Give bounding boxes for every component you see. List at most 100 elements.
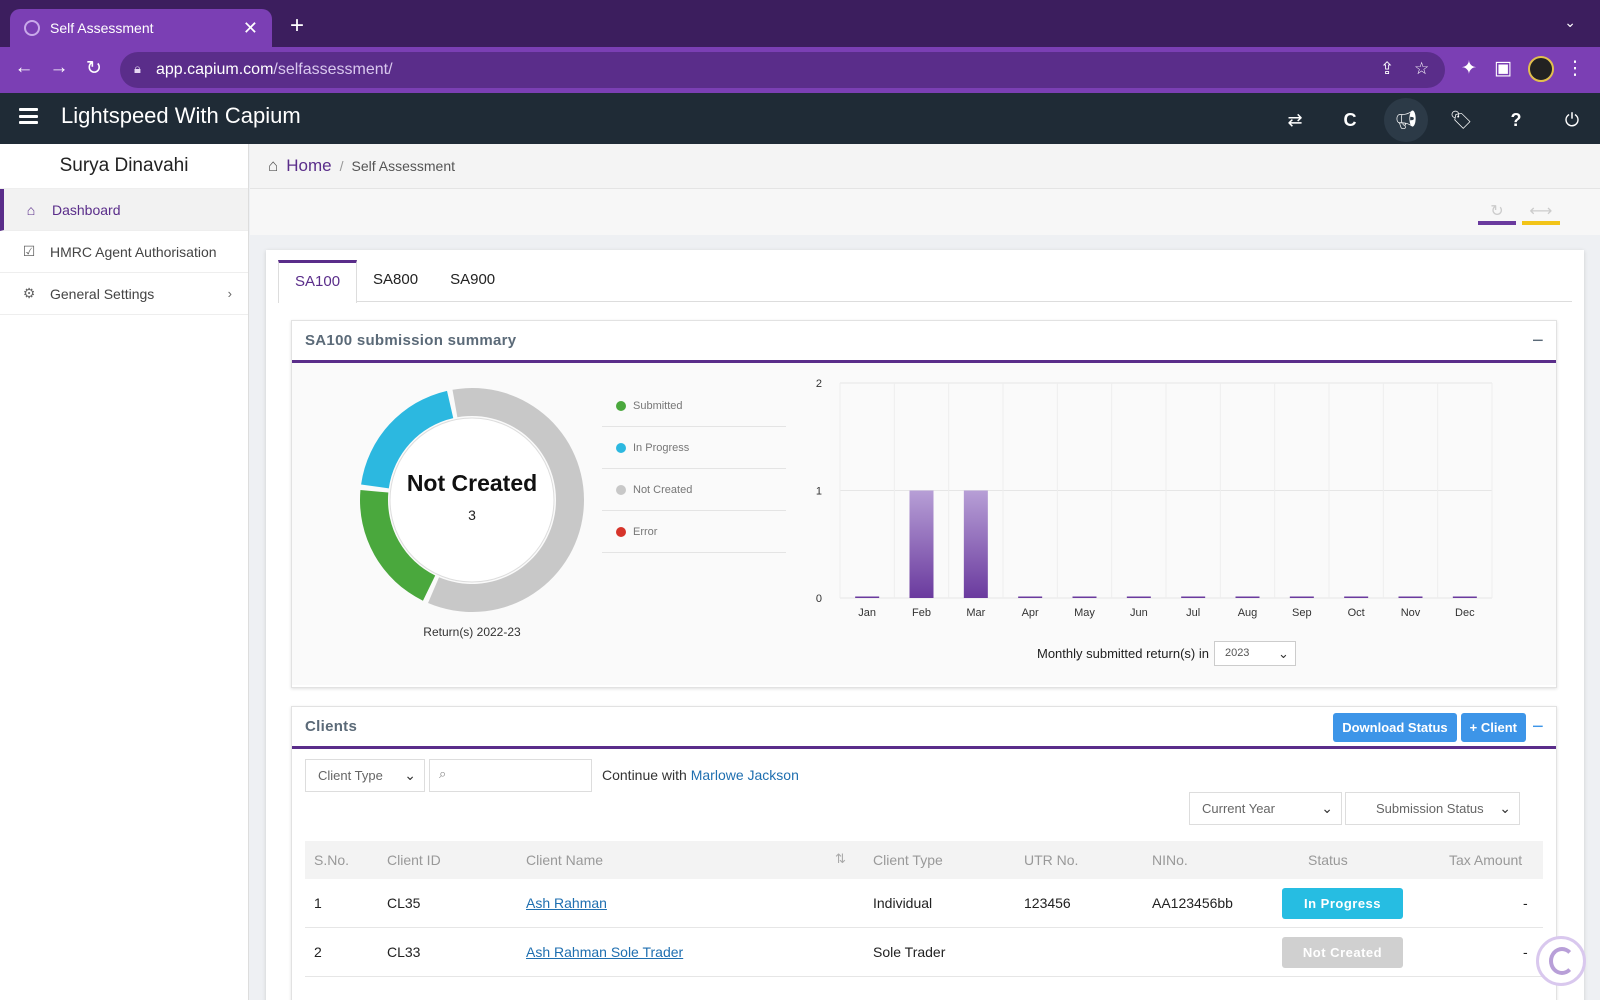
legend-item-error[interactable]: Error: [602, 511, 786, 553]
bar-dec: [1452, 596, 1477, 598]
browser-menu-icon[interactable]: ⋮: [1565, 58, 1585, 79]
y-tick-label: 1: [816, 486, 822, 498]
clients-card-title: Clients: [305, 718, 358, 735]
clients-body: Client Type ⌄ ⌕ Continue with Marlowe Ja…: [292, 749, 1556, 1000]
year-selector-label: Monthly submitted return(s) in: [1037, 646, 1209, 661]
add-client-button[interactable]: + Client: [1460, 713, 1526, 742]
continue-client-link[interactable]: Marlowe Jackson: [690, 767, 799, 783]
x-tick-label: Aug: [1238, 607, 1258, 619]
bar-jun: [1126, 596, 1151, 598]
bar-nov: [1398, 596, 1423, 598]
url-host: app.capium.com: [156, 61, 274, 78]
home-icon: ⌂: [26, 201, 36, 218]
submission-status-select[interactable]: Submission Status ⌄: [1345, 792, 1520, 825]
column-header-status: Status: [1308, 852, 1348, 868]
clients-card-header: Clients Download Status + Client −: [292, 707, 1556, 749]
tab-sa800[interactable]: SA800: [373, 271, 419, 288]
donut-hole: [389, 417, 555, 583]
legend-item-not-created[interactable]: Not Created: [602, 469, 786, 511]
sidebar-item-dashboard[interactable]: ⌂ Dashboard: [0, 189, 248, 231]
cell-tax-amount: -: [1523, 895, 1528, 911]
submission-status-value: Submission Status: [1376, 801, 1484, 816]
back-icon[interactable]: ←: [14, 57, 34, 78]
tab-list-chevron-icon[interactable]: ⌄: [1564, 14, 1576, 30]
capium-logo-icon[interactable]: C: [1343, 110, 1357, 130]
checkbox-icon: ☑: [22, 243, 36, 259]
donut-slice-in-progress: [361, 390, 454, 489]
y-tick-label: 0: [816, 593, 822, 605]
chart-legend: Submitted In Progress Not Created Error: [602, 385, 786, 553]
x-tick-label: Nov: [1401, 607, 1421, 619]
cell-client-name-link[interactable]: Ash Rahman: [526, 895, 607, 911]
table-row: 1 CL35 Ash Rahman Individual 123456 AA12…: [305, 879, 1543, 928]
year-select[interactable]: 2023 ⌄: [1213, 641, 1296, 666]
bar-may: [1072, 596, 1097, 598]
breadcrumb-separator: /: [339, 158, 344, 174]
table-row: 2 CL33 Ash Rahman Sole Trader Sole Trade…: [305, 928, 1543, 977]
column-header-client-name[interactable]: Client Name: [526, 852, 604, 868]
x-tick-label: Apr: [1022, 607, 1039, 619]
legend-dot: [616, 484, 626, 495]
client-search-input[interactable]: [429, 759, 592, 792]
cell-client-id: CL33: [387, 944, 421, 960]
tab-sa900[interactable]: SA900: [450, 271, 496, 288]
breadcrumb-home-link[interactable]: Home: [286, 156, 332, 175]
browser-toolbar: ← → ↻ 🔒︎ app.capium.com/selfassessment/ …: [0, 47, 1600, 93]
collapse-icon[interactable]: −: [1532, 716, 1544, 738]
collapse-icon[interactable]: −: [1532, 330, 1544, 352]
sidebar: Surya Dinavahi ⌂ Dashboard ☑ HMRC Agent …: [0, 144, 249, 1000]
refresh-icon[interactable]: ↻: [1478, 201, 1516, 225]
client-type-select[interactable]: Client Type ⌄: [305, 759, 425, 792]
switch-arrows-icon[interactable]: ⇄: [1287, 110, 1303, 130]
legend-item-submitted[interactable]: Submitted: [602, 385, 786, 427]
download-status-button[interactable]: Download Status: [1333, 713, 1457, 742]
expand-width-icon[interactable]: ⟷: [1522, 201, 1560, 225]
cell-client-name-link[interactable]: Ash Rahman Sole Trader: [526, 944, 684, 960]
sidebar-item-general-settings[interactable]: ⚙ General Settings ›: [0, 273, 248, 315]
cell-client-type: Sole Trader: [873, 944, 946, 960]
donut-center-label: Not Created: [406, 470, 538, 496]
new-tab-icon[interactable]: +: [290, 12, 305, 39]
sidebar-item-hmrc-agent-authorisation[interactable]: ☑ HMRC Agent Authorisation: [0, 231, 248, 273]
client-type-select-value: Client Type: [318, 768, 383, 783]
year-filter-select[interactable]: Current Year ⌄: [1189, 792, 1342, 825]
chat-support-bubble[interactable]: [1536, 936, 1586, 986]
reload-icon[interactable]: ↻: [86, 58, 102, 79]
url-path: /selfassessment/: [273, 61, 393, 78]
column-header-sno: S.No.: [314, 852, 350, 868]
year-select-value: 2023: [1224, 647, 1250, 659]
browser-tab[interactable]: Self Assessment ✕: [10, 9, 272, 47]
gears-icon: ⚙: [22, 285, 36, 301]
close-tab-icon[interactable]: ✕: [242, 18, 258, 38]
column-header-tax-amount: Tax Amount: [1449, 852, 1523, 868]
capium-favicon-icon: [24, 20, 40, 36]
legend-label: Error: [633, 525, 658, 538]
power-logout-icon[interactable]: ⏻: [1564, 110, 1580, 130]
bar-feb: [909, 490, 934, 598]
profile-avatar[interactable]: [1528, 56, 1554, 82]
status-badge[interactable]: Not Created: [1282, 937, 1403, 968]
x-tick-label: May: [1074, 607, 1095, 619]
announcement-megaphone-icon[interactable]: 📢︎: [1384, 98, 1428, 142]
bookmark-star-icon[interactable]: ☆: [1414, 59, 1430, 78]
help-icon[interactable]: ?: [1510, 110, 1522, 130]
legend-item-in-progress[interactable]: In Progress: [602, 427, 786, 469]
year-selector-row: Monthly submitted return(s) in 2023 ⌄: [1037, 641, 1296, 666]
donut-chart: Not Created 3: [347, 375, 597, 625]
app-title: Lightspeed With Capium: [61, 103, 301, 128]
share-icon[interactable]: ⇪: [1380, 59, 1395, 78]
donut-caption: Return(s) 2022-23: [423, 625, 521, 639]
forward-icon[interactable]: →: [49, 57, 69, 78]
legend-label: In Progress: [633, 441, 690, 454]
breadcrumb-current: Self Assessment: [351, 158, 456, 174]
hamburger-menu-icon[interactable]: [19, 108, 38, 124]
ticket-icon[interactable]: 🏷︎: [1449, 110, 1473, 130]
tab-sa100[interactable]: SA100: [278, 260, 358, 303]
address-bar[interactable]: 🔒︎ app.capium.com/selfassessment/ ⇪ ☆: [120, 52, 1445, 88]
sort-icon[interactable]: ⇅: [835, 851, 846, 866]
side-panel-icon[interactable]: ▣: [1494, 58, 1512, 79]
status-badge[interactable]: In Progress: [1282, 888, 1403, 919]
donut-slice-submitted: [360, 490, 436, 601]
summary-body: Not Created 3 Return(s) 2022-23 Submitte…: [292, 363, 1556, 685]
extensions-icon[interactable]: ✦: [1461, 58, 1477, 79]
